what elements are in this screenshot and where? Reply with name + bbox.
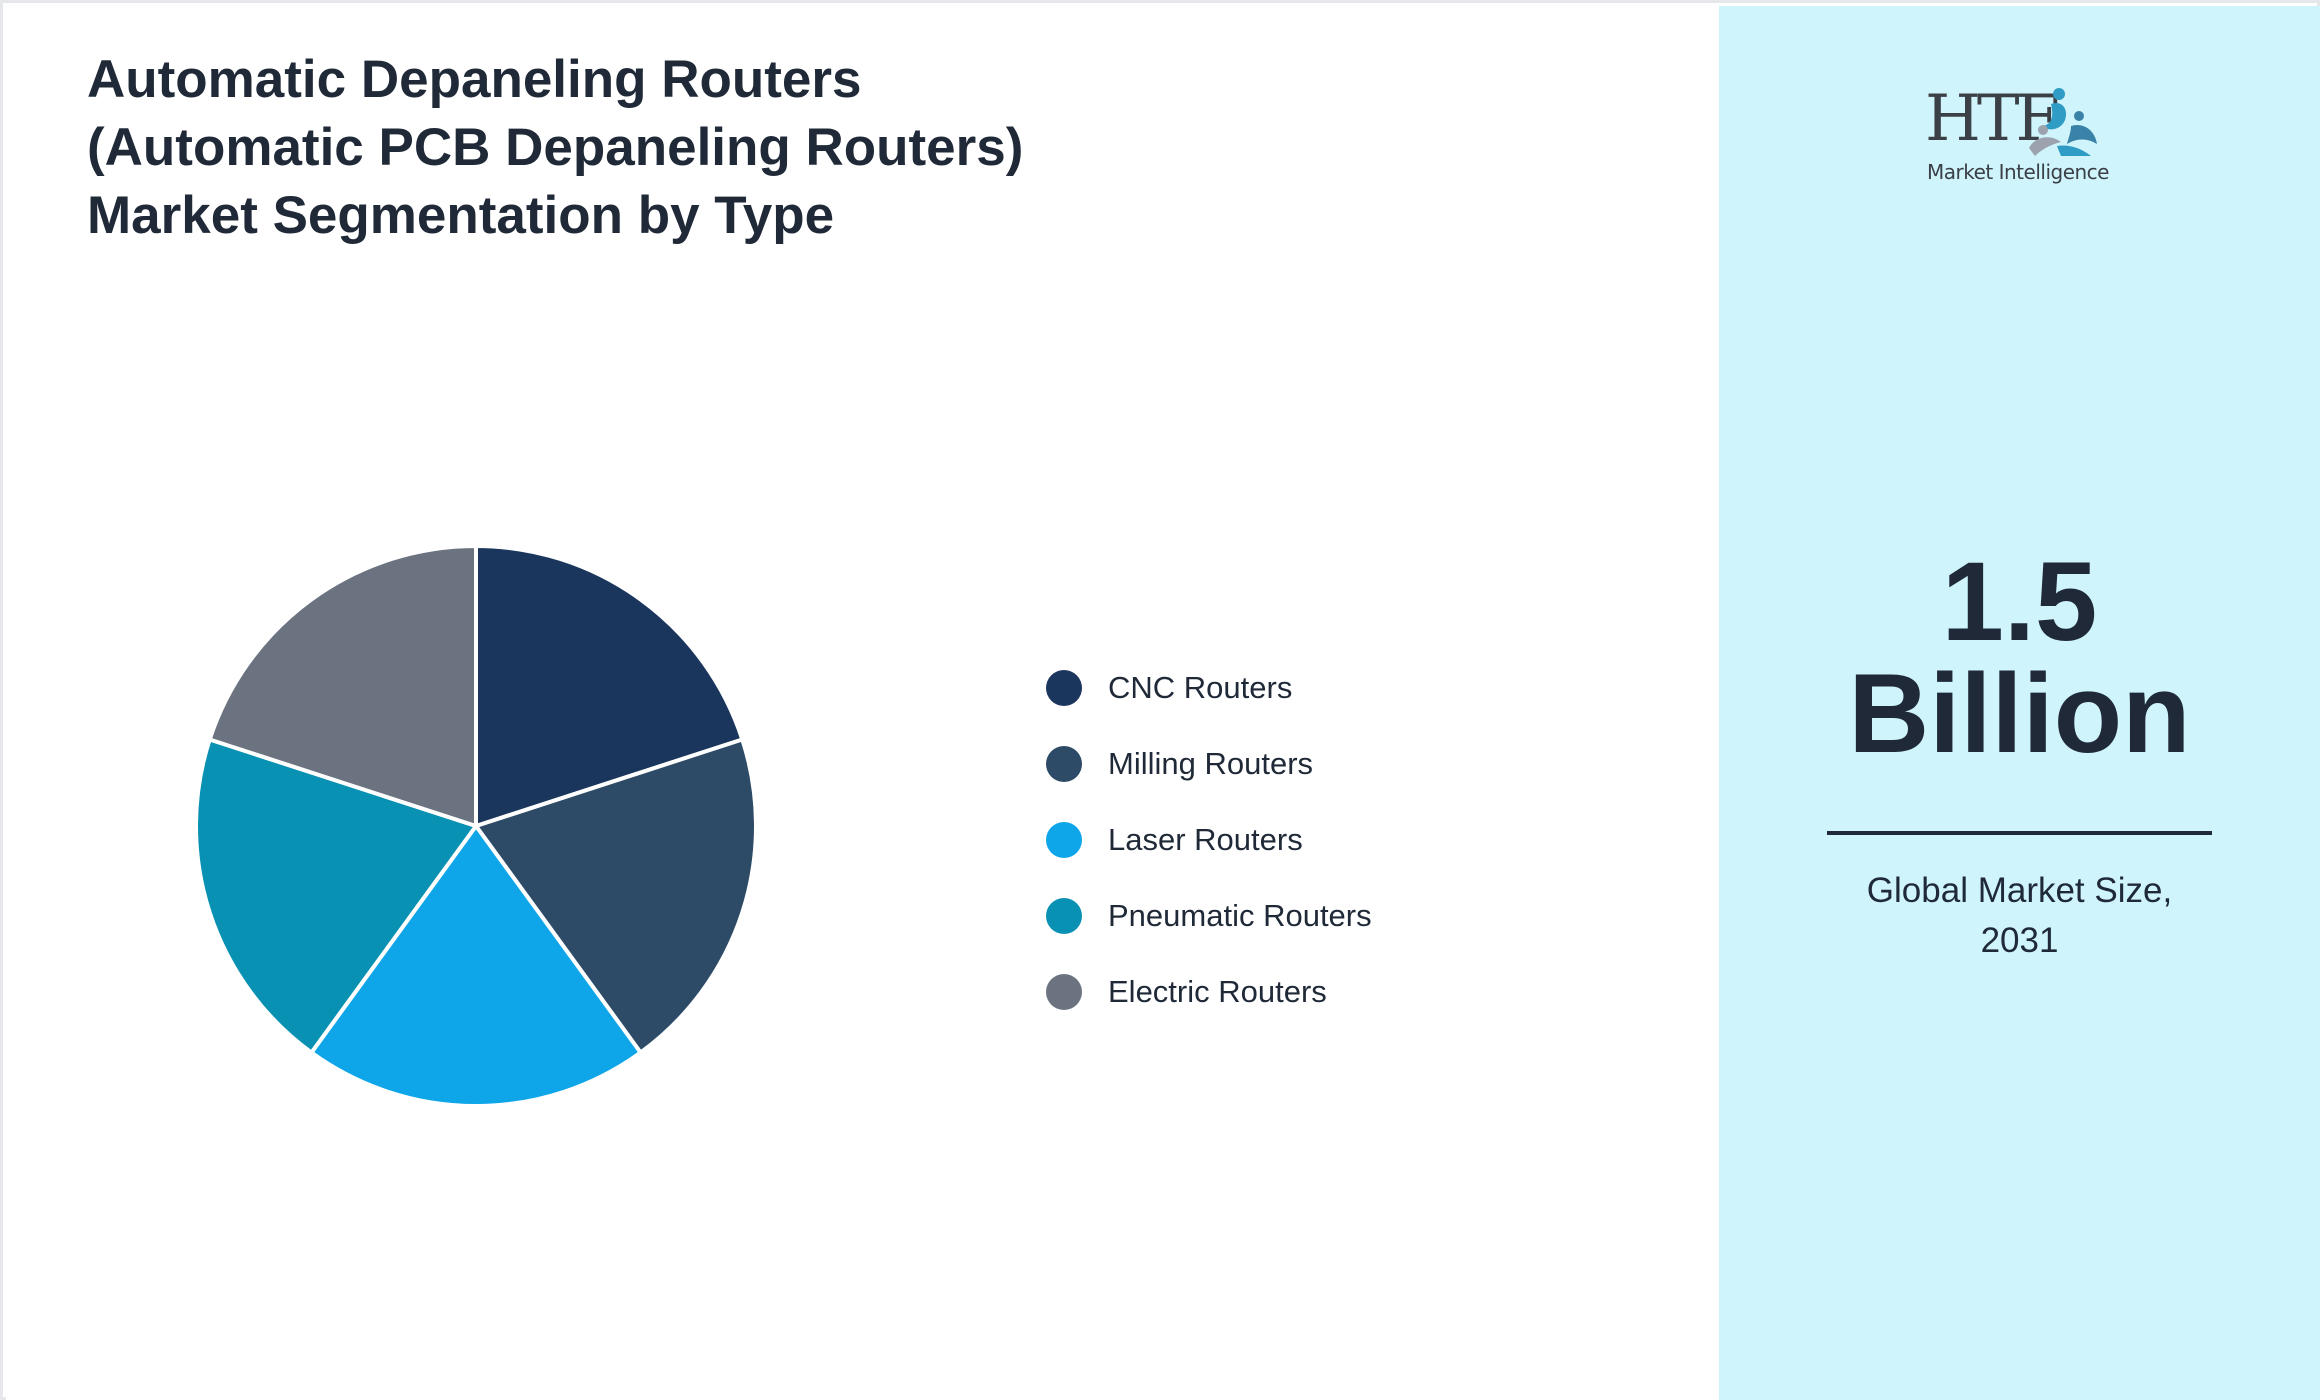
legend-label: Electric Routers <box>1108 974 1327 1009</box>
market-size-number: 1.5 <box>1941 539 2098 664</box>
pie-slice-cnc-routers <box>474 544 745 828</box>
legend-swatch <box>1046 746 1082 782</box>
pie-slice-pneumatic-routers <box>194 737 478 1055</box>
htf-logo: HTF Market Intelligence <box>1925 84 2109 194</box>
chart-title: Automatic Depaneling Routers (Automatic … <box>87 50 1024 245</box>
legend-swatch <box>1046 822 1082 858</box>
pie-slice-electric-routers <box>207 544 478 828</box>
legend-swatch <box>1046 974 1082 1010</box>
pie-slice-milling-routers <box>474 737 758 1055</box>
legend-swatch <box>1046 670 1082 706</box>
caption-label: Global Market Size, <box>1866 871 2173 910</box>
market-size-caption: Global Market Size, 2031 <box>1719 866 2320 966</box>
legend-label: Pneumatic Routers <box>1108 898 1372 933</box>
chart-panel: Automatic Depaneling Routers (Automatic … <box>6 6 1719 1400</box>
market-size-unit: Billion <box>1848 651 2191 776</box>
legend-swatch <box>1046 898 1082 934</box>
legend-label: Laser Routers <box>1108 822 1303 857</box>
market-size-value: 1.5 Billion <box>1719 546 2320 770</box>
logo-figures-icon <box>2029 88 2097 156</box>
logo-tagline: Market Intelligence <box>1927 160 2109 184</box>
caption-year: 2031 <box>1980 921 2059 960</box>
pie-slice-laser-routers <box>309 824 643 1108</box>
summary-panel: HTF Market Intelligence 1.5 Billion Glob… <box>1719 6 2320 1400</box>
legend-label: Milling Routers <box>1108 746 1314 781</box>
legend-label: CNC Routers <box>1108 670 1293 705</box>
divider <box>1827 831 2212 835</box>
pie-chart <box>194 544 758 1108</box>
